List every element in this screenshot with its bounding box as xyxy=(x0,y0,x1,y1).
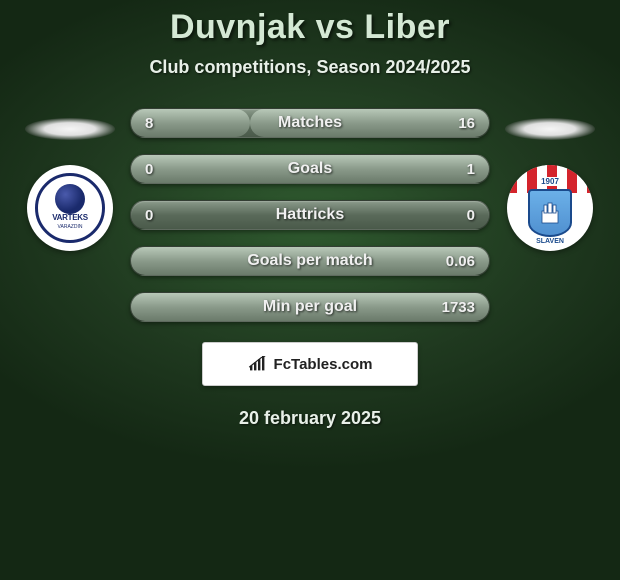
club-badge-slaven: 1907 SLAVEN xyxy=(507,165,593,251)
stat-bar: Goals per match 0.06 xyxy=(130,246,490,276)
bar-chart-icon xyxy=(248,356,268,372)
main-row: Varteks VARAZDIN 8 Matches 16 0 Goals 1 0 Hattr… xyxy=(0,108,620,322)
slaven-year: 1907 xyxy=(538,177,562,186)
stat-label: Goals per match xyxy=(247,252,372,270)
shadow-ellipse-right xyxy=(505,118,595,140)
varteks-name: Varteks xyxy=(52,213,88,222)
shield-icon xyxy=(528,189,572,237)
stat-bar: 0 Hattricks 0 xyxy=(130,200,490,230)
stat-label: Matches xyxy=(278,114,342,132)
club-right-column: 1907 SLAVEN xyxy=(500,108,600,251)
stat-label: Hattricks xyxy=(276,206,344,224)
stat-left-value: 0 xyxy=(145,161,153,178)
stat-left-value: 8 xyxy=(145,115,153,132)
club-left-column: Varteks VARAZDIN xyxy=(20,108,120,251)
stat-right-value: 1733 xyxy=(442,299,475,316)
stat-right-value: 0 xyxy=(467,207,475,224)
varteks-badge-inner: Varteks VARAZDIN xyxy=(35,173,105,243)
brand-box: FcTables.com xyxy=(202,342,418,386)
slaven-name: SLAVEN xyxy=(536,238,564,245)
stat-right-value: 0.06 xyxy=(446,253,475,270)
stat-right-value: 16 xyxy=(458,115,475,132)
infographic-container: Duvnjak vs Liber Club competitions, Seas… xyxy=(0,0,620,580)
stats-column: 8 Matches 16 0 Goals 1 0 Hattricks 0 Goals per ma… xyxy=(130,108,490,322)
page-title: Duvnjak vs Liber xyxy=(0,8,620,47)
castle-icon xyxy=(540,201,560,225)
stat-bar: 0 Goals 1 xyxy=(130,154,490,184)
club-badge-varteks: Varteks VARAZDIN xyxy=(27,165,113,251)
shadow-ellipse-left xyxy=(25,118,115,140)
stat-label: Goals xyxy=(288,160,332,178)
date-text: 20 february 2025 xyxy=(0,408,620,429)
soccer-ball-icon xyxy=(55,184,85,214)
subtitle: Club competitions, Season 2024/2025 xyxy=(0,57,620,78)
brand-text: FcTables.com xyxy=(274,356,373,373)
stat-label: Min per goal xyxy=(263,298,357,316)
stat-left-value: 0 xyxy=(145,207,153,224)
stat-bar: 8 Matches 16 xyxy=(130,108,490,138)
varteks-city: VARAZDIN xyxy=(58,224,83,230)
stat-bar: Min per goal 1733 xyxy=(130,292,490,322)
stat-right-value: 1 xyxy=(467,161,475,178)
